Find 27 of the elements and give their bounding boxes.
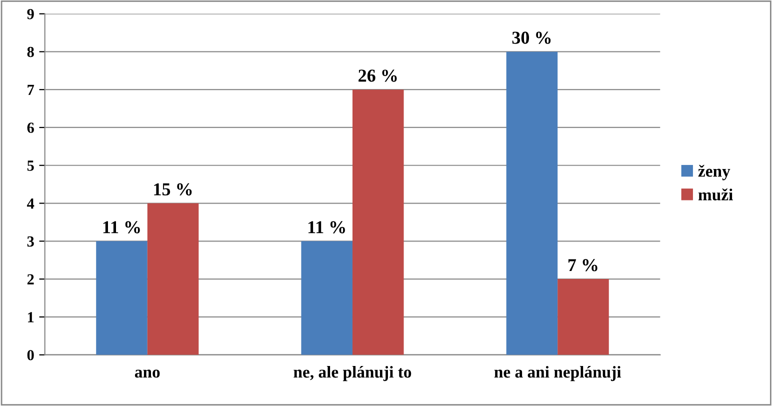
bar bbox=[147, 203, 199, 355]
y-tick-label: 2 bbox=[27, 274, 34, 284]
bar bbox=[96, 241, 148, 355]
annotation: 7 % bbox=[568, 259, 598, 272]
y-tick-label: 9 bbox=[27, 8, 34, 20]
legend-label: muži bbox=[698, 188, 733, 200]
annotation: 30 % bbox=[512, 32, 551, 44]
x-tick-label: ne a ani neplánuji bbox=[494, 366, 622, 382]
y-tick-label: 0 bbox=[27, 350, 34, 360]
annotation: 11 % bbox=[308, 221, 345, 234]
bar bbox=[558, 279, 609, 355]
y-tick-label: 7 bbox=[28, 84, 34, 95]
annotation: 11 % bbox=[103, 221, 140, 234]
y-tick-label: 1 bbox=[28, 312, 34, 322]
legend-label: ženy bbox=[698, 164, 730, 180]
x-tick-label: ano bbox=[134, 370, 160, 378]
bar bbox=[352, 90, 404, 355]
y-tick-label: 6 bbox=[27, 122, 34, 133]
y-tick-label: 8 bbox=[27, 46, 34, 58]
y-tick-label: 5 bbox=[27, 160, 34, 171]
x-tick-label: ne, ale plánuji to bbox=[294, 366, 412, 382]
annotation: 15 % bbox=[154, 183, 192, 196]
bar bbox=[506, 52, 558, 355]
y-tick-label: 3 bbox=[27, 236, 34, 247]
bar bbox=[301, 241, 352, 355]
y-tick-label: 4 bbox=[26, 198, 34, 209]
annotation: 26 % bbox=[358, 70, 397, 82]
